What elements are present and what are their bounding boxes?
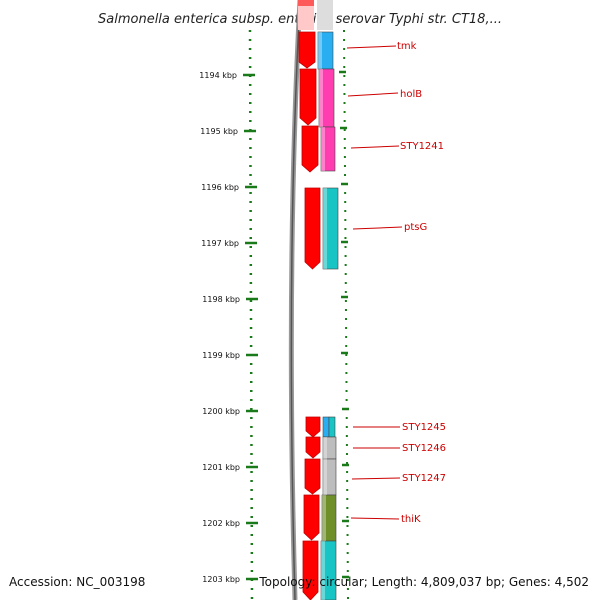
gene-label-STY1246: STY1246 <box>402 443 446 454</box>
cds-arrow <box>304 458 321 495</box>
tick-label: 1200 kbp <box>202 407 240 416</box>
gene-block-bottom <box>320 540 337 600</box>
tick-label: 1201 kbp <box>202 463 240 472</box>
tick-label: 1202 kbp <box>202 519 240 528</box>
ruler-line-right <box>343 29 349 600</box>
gene-label-STY1247: STY1247 <box>402 473 446 484</box>
gene-label-ptsG: ptsG <box>404 222 427 233</box>
gene-label-STY1241: STY1241 <box>400 141 444 152</box>
cds-arrow <box>305 436 321 459</box>
tick-1194: 1194 kbp <box>199 71 255 80</box>
tick-1197: 1197 kbp <box>201 239 257 248</box>
tick-1199: 1199 kbp <box>202 351 258 360</box>
gene-label-tmk: tmk <box>397 41 417 52</box>
gene-label-holB: holB <box>400 89 422 100</box>
ruler-line-left <box>248 29 254 600</box>
tick-label: 1198 kbp <box>202 295 240 304</box>
tick-1196: 1196 kbp <box>201 183 257 192</box>
gene-label-STY1245: STY1245 <box>402 422 446 433</box>
tick-1200: 1200 kbp <box>202 407 258 416</box>
cds-partial-top-edge <box>298 0 314 6</box>
genome-backbone-core <box>290 0 301 600</box>
label-leaders <box>346 45 403 520</box>
tick-1202: 1202 kbp <box>202 519 258 528</box>
cds-track <box>298 31 321 600</box>
tick-1198: 1198 kbp <box>202 295 258 304</box>
accession-label: Accession: NC_003198 <box>9 575 145 589</box>
cds-partial-top <box>298 0 314 30</box>
tick-1195: 1195 kbp <box>200 127 256 136</box>
gene-block-STY1245b <box>328 416 336 438</box>
tick-label: 1194 kbp <box>199 71 237 80</box>
ruler-ticks: 1194 kbp 1195 kbp 1196 kbp 1197 kbp 1198… <box>199 71 258 584</box>
cds-arrow <box>302 540 319 600</box>
tick-label: 1195 kbp <box>200 127 238 136</box>
tick-1203: 1203 kbp <box>202 575 258 584</box>
gene-feature-track <box>317 31 339 600</box>
gene-labels: tmk holB STY1241 ptsG STY1245 STY1246 ST… <box>397 41 446 525</box>
gene-block-STY1245 <box>322 416 330 438</box>
right-ruler-ticks <box>339 70 349 579</box>
gene-highlights <box>318 32 327 600</box>
cds-arrow <box>301 125 319 173</box>
cds-arrow <box>303 494 320 541</box>
cds-arrow <box>304 187 321 270</box>
tick-label: 1199 kbp <box>202 351 240 360</box>
tick-label: 1197 kbp <box>201 239 239 248</box>
gene-block-ptsG <box>322 187 339 270</box>
cds-arrow <box>305 416 321 438</box>
cds-arrow <box>298 31 316 69</box>
topology-label: Topology: circular; Length: 4,809,037 bp… <box>258 575 589 589</box>
tick-label: 1203 kbp <box>202 575 240 584</box>
gene-block-STY1241 <box>320 126 336 172</box>
tick-label: 1196 kbp <box>201 183 239 192</box>
gene-partial-top <box>317 0 333 30</box>
gene-label-thiK: thiK <box>401 514 421 525</box>
tick-1201: 1201 kbp <box>202 463 258 472</box>
cds-arrow <box>299 68 317 126</box>
